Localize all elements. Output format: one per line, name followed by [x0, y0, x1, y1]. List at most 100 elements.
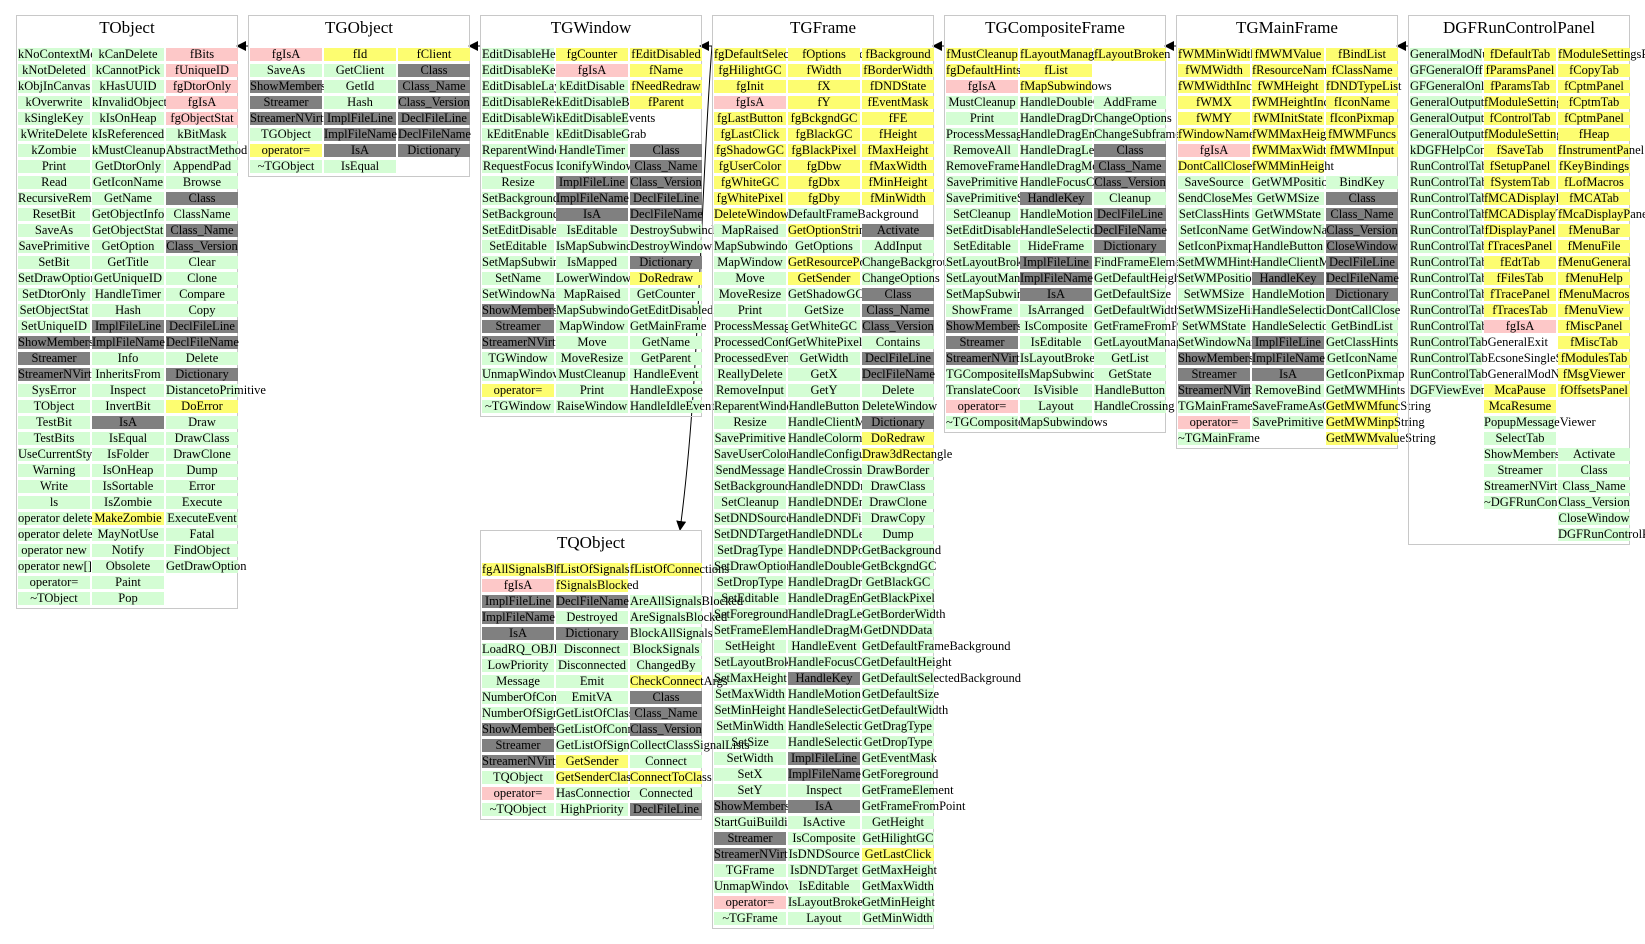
member-public — [1410, 416, 1482, 429]
member-data: fMcaDisplayPanel — [1558, 207, 1645, 221]
member-public: TGMainFrame — [1178, 399, 1253, 413]
class-title: TGFrame — [789, 18, 857, 37]
member-public: SetWMState — [1178, 320, 1250, 333]
member-inherited: Class_Name — [862, 304, 934, 317]
member-column: fBindList fClassName fDNDTypeList fIconName… — [1326, 48, 1436, 448]
member-inherited: ImplFileLine — [1252, 336, 1324, 349]
member-data: fWMHeight — [1252, 80, 1324, 93]
member-data: fParent — [630, 96, 702, 109]
member-public — [1484, 368, 1556, 381]
member-public: HasConnection — [556, 786, 634, 800]
member-inherited: DeclFileName — [862, 367, 935, 381]
member-public: RaiseWindow — [556, 399, 628, 413]
member-inherited: Streamer — [482, 739, 554, 752]
member-public: AreAllSignalsBlocked — [630, 594, 744, 608]
member-protected: fgObjectStat — [166, 112, 238, 125]
member-public: GetDrawOption — [166, 559, 247, 573]
member-protected: operator= — [714, 896, 786, 909]
member-public: ~TGFrame — [714, 912, 786, 925]
class-box-tobject: TObject kNoContextMenu kNotDeleted kObjInCa… — [16, 15, 266, 609]
member-public: RunControlTabMCAPanel — [1410, 239, 1544, 253]
member-inherited: IsA — [92, 416, 164, 429]
member-public: HideFrame — [1020, 240, 1092, 253]
member-public: kEditDisableEvents — [556, 111, 656, 125]
member-inherited: DeclFileLine — [630, 192, 702, 205]
member-data: fWindowName — [1178, 127, 1255, 141]
member-inherited: IsA — [324, 144, 396, 157]
member-data: DontCallClose — [1178, 159, 1253, 173]
member-public: Activate — [1558, 448, 1630, 461]
member-public: HandleButton — [1094, 383, 1166, 397]
member-public: HighPriority — [556, 803, 628, 816]
member-public: ~TQObject — [482, 803, 554, 816]
member-public: HandleDNDDrop — [788, 479, 877, 493]
member-public: operator= — [18, 576, 90, 589]
member-public: kNotDeleted — [18, 64, 90, 77]
member-data: fList — [1020, 64, 1092, 77]
member-protected: operator= — [482, 787, 554, 800]
member-public: GetMinWidth — [862, 911, 934, 925]
member-public: MoveResize — [556, 352, 628, 365]
member-public: Print — [556, 384, 628, 397]
member-public: Write — [18, 480, 90, 493]
member-data: DoRedraw — [630, 272, 702, 285]
member-public: SelectTab — [1484, 432, 1556, 445]
member-inherited: ImplFileName — [482, 610, 555, 624]
member-inherited: ImplFileLine — [324, 112, 396, 125]
member-inherited: Class — [166, 192, 238, 205]
member-protected: fgIsA — [1484, 320, 1556, 333]
member-public: SetY — [714, 784, 786, 797]
member-public: GetDefaultHeight — [862, 655, 952, 669]
member-inherited: Streamer — [714, 832, 786, 845]
member-public: MoveResize — [714, 288, 786, 301]
member-protected: operator= — [1178, 416, 1250, 429]
member-inherited: ImplFileLine — [556, 176, 628, 189]
member-data: fWMY — [1178, 112, 1250, 125]
member-data: fTracePanel — [1484, 288, 1556, 301]
member-public: SaveAs — [250, 64, 322, 77]
member-public: HandleMotion — [788, 687, 861, 701]
member-data: fListOfConnections — [630, 562, 730, 576]
member-public: Error — [166, 480, 238, 493]
member-public: Layout — [1020, 400, 1092, 413]
member-public: GetDefaultSize — [862, 687, 940, 701]
member-public: HandleMotion — [1020, 207, 1093, 221]
member-public: DeleteWindow — [862, 399, 938, 413]
member-data: fMustCleanup — [946, 47, 1018, 61]
class-title: TGWindow — [550, 18, 632, 37]
member-public: Delete — [862, 384, 934, 397]
member-public — [1410, 448, 1482, 461]
member-public: ProcessedConfigure — [714, 335, 815, 349]
member-public: SavePrimitive — [714, 431, 786, 445]
member-inherited: StreamerNVirtual — [250, 111, 339, 125]
member-public: HandleDragDrop — [1020, 111, 1107, 125]
member-public: Hash — [92, 304, 164, 317]
member-public: GFGeneralOnline — [1410, 79, 1500, 93]
member-public: GetIconPixmap — [1326, 367, 1405, 381]
member-public: SetMapSubwindows — [482, 255, 586, 269]
member-public: kInvalidObject — [92, 95, 167, 109]
member-inherited: Streamer — [482, 320, 554, 333]
member-data: fEventMask — [862, 96, 934, 109]
member-data: fMiscPanel — [1558, 320, 1630, 333]
member-data: fgDefaultHints — [946, 63, 1021, 77]
member-public: AbstractMethod — [166, 143, 248, 157]
member-public: HandleSelectionRequest — [1252, 319, 1375, 333]
member-data: fMaxHeight — [862, 144, 934, 157]
member-data: fInstrumentPanel — [1558, 143, 1645, 157]
member-public: MapSubwindows — [556, 303, 644, 317]
member-inherited: ShowMembers — [482, 303, 558, 317]
member-inherited: Activate — [862, 224, 934, 237]
member-public — [1410, 432, 1482, 445]
member-public: SetMinWidth — [714, 720, 786, 733]
member-public: ReallyDelete — [714, 368, 786, 381]
member-public: IsZombie — [92, 496, 164, 509]
member-data: fgLastClick — [714, 128, 786, 141]
member-public: SetBit — [18, 256, 90, 269]
member-public: IsComposite — [788, 832, 860, 845]
member-data: fControlTab — [1484, 112, 1556, 125]
member-data: fTracesPanel — [1484, 240, 1556, 253]
member-public: RemoveInput — [714, 383, 786, 397]
member-public: GetListOfClassSignals — [556, 706, 671, 720]
